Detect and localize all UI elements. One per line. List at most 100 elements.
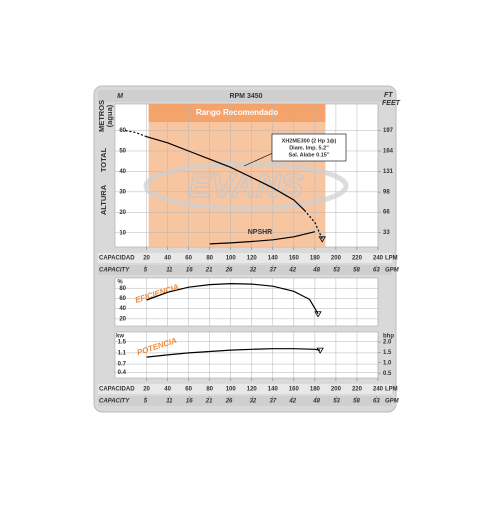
recommended-range xyxy=(148,104,326,247)
annotation-text: Diam. Imp. 5.2" xyxy=(289,145,329,151)
x2-tick-label: 5 xyxy=(144,268,148,274)
y-tick-label: 50 xyxy=(119,149,126,155)
y-axis-label: METROS xyxy=(97,100,106,132)
x-tick-label: 220 xyxy=(352,256,363,262)
x-tick-label: 60 xyxy=(185,256,192,262)
x2-tick-label: 37 xyxy=(269,399,276,405)
y2-tick-label: 2.0 xyxy=(383,340,392,346)
y-tick-label: 20 xyxy=(119,210,126,216)
x-tick-label: 200 xyxy=(331,256,342,262)
x2-tick-label: 21 xyxy=(205,399,213,405)
x2-tick-label: 16 xyxy=(186,399,193,405)
x2-tick-label: 53 xyxy=(333,268,340,274)
y-tick-label: 80 xyxy=(119,286,126,292)
x2-tick-label: 58 xyxy=(353,268,360,274)
y-unit: M xyxy=(117,93,123,100)
x2-tick-label: 63 xyxy=(373,268,380,274)
x2-tick-label: 48 xyxy=(312,268,320,274)
x-tick-label: 140 xyxy=(268,387,279,393)
y-tick-label: 30 xyxy=(119,189,126,195)
y-tick-label: 40 xyxy=(119,169,126,175)
x2-tick-label: 16 xyxy=(186,268,193,274)
x-tick-label: 60 xyxy=(185,387,192,393)
x2-tick-label: 21 xyxy=(205,268,213,274)
chart-title: RPM 3450 xyxy=(229,93,262,100)
watermark: EVANS xyxy=(189,167,304,205)
x2-tick-label: 26 xyxy=(225,268,233,274)
curve xyxy=(146,348,321,358)
y-tick-label: 40 xyxy=(119,306,126,312)
y2-tick-label: 33 xyxy=(383,230,390,236)
curve xyxy=(146,282,319,315)
x-tick-label: 140 xyxy=(268,256,279,262)
x-tick-label: 120 xyxy=(247,256,258,262)
x-axis-unit: LPM xyxy=(385,256,398,262)
x2-tick-label: 58 xyxy=(353,399,360,405)
x2-tick-label: 32 xyxy=(250,268,257,274)
x-tick-label: 160 xyxy=(289,387,300,393)
x2-tick-label: 26 xyxy=(225,399,233,405)
x2-tick-label: 42 xyxy=(288,399,296,405)
x-tick-label: 160 xyxy=(289,256,300,262)
x-tick-label: 40 xyxy=(164,256,171,262)
x-tick-label: 20 xyxy=(143,256,150,262)
x2-tick-label: 53 xyxy=(333,399,340,405)
y-tick-label: 10 xyxy=(119,230,126,236)
curve xyxy=(209,231,316,245)
annotation-text: XH2ME300 (2 Hp 1ф) xyxy=(282,137,337,144)
x2-tick-label: 48 xyxy=(312,399,320,405)
logo-ellipse xyxy=(143,161,349,211)
x2-axis-label: CAPACITY xyxy=(99,268,130,274)
x-tick-label: 200 xyxy=(331,387,342,393)
curve xyxy=(303,209,323,240)
axis-band xyxy=(98,265,392,275)
y-axis-label: (agua) xyxy=(105,104,114,127)
x2-tick-label: 5 xyxy=(144,399,148,405)
x2-axis-unit: GPM xyxy=(385,268,400,274)
end-marker xyxy=(314,311,322,318)
y-tick-label: 20 xyxy=(119,316,126,322)
x2-tick-label: 11 xyxy=(166,399,173,405)
y-tick-label: 1.1 xyxy=(118,350,127,356)
y2-tick-label: 197 xyxy=(383,128,394,134)
x-tick-label: 100 xyxy=(226,387,237,393)
y-tick-label: 0.7 xyxy=(118,362,127,368)
npsh-label: NPSHR xyxy=(248,229,273,236)
x-tick-label: 20 xyxy=(143,387,150,393)
y2-tick-label: 66 xyxy=(383,210,390,216)
x2-axis-unit: GPM xyxy=(385,399,400,405)
x2-axis-label: CAPACITY xyxy=(99,399,130,405)
y2-tick-label: 0.5 xyxy=(383,371,392,377)
plot-area xyxy=(114,331,379,379)
y-axis-label: TOTAL xyxy=(99,147,108,172)
y2-tick-label: 98 xyxy=(383,190,390,196)
x-tick-label: 240 xyxy=(373,256,384,262)
x-tick-label: 240 xyxy=(373,387,384,393)
y-unit: kw xyxy=(116,334,124,340)
x-tick-label: 100 xyxy=(226,256,237,262)
x-tick-label: 40 xyxy=(164,387,171,393)
y2-tick-label: 1.5 xyxy=(383,350,392,356)
curve xyxy=(146,136,305,211)
end-marker xyxy=(318,236,326,243)
y-tick-label: 60 xyxy=(119,128,126,134)
annotation-box xyxy=(271,133,347,162)
x2-tick-label: 32 xyxy=(250,399,257,405)
axis-band xyxy=(98,253,392,263)
range-header xyxy=(148,104,326,122)
y-unit: % xyxy=(117,280,123,286)
x-tick-label: 180 xyxy=(310,256,321,262)
axis-band xyxy=(98,384,392,394)
annotation-pointer xyxy=(243,151,276,167)
y2-unit: FEET xyxy=(382,100,401,107)
x-tick-label: 80 xyxy=(206,256,213,262)
y-tick-label: 60 xyxy=(119,296,126,302)
y-axis-label: ALTURA xyxy=(99,184,108,215)
x-tick-label: 120 xyxy=(247,387,258,393)
header-band xyxy=(98,90,392,102)
x2-tick-label: 37 xyxy=(269,268,276,274)
range-label: Rango Recomendado xyxy=(196,108,278,117)
x2-tick-label: 11 xyxy=(166,268,173,274)
axis-band xyxy=(98,396,392,406)
